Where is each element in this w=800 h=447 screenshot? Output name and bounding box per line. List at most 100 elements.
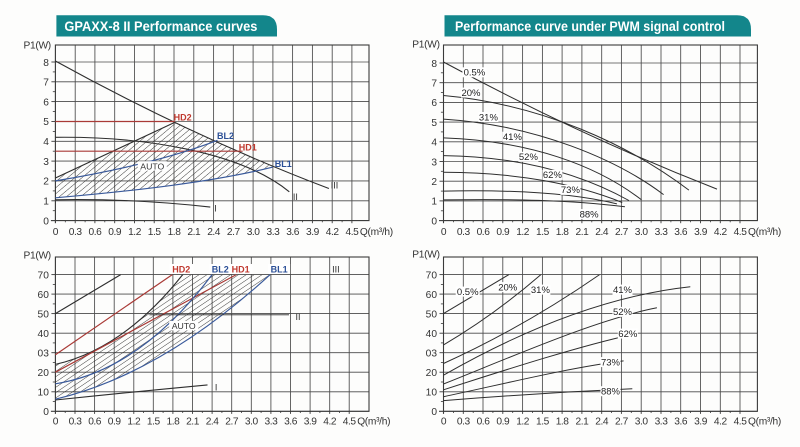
svg-text:10: 10 xyxy=(38,388,50,399)
svg-text:6: 6 xyxy=(431,98,437,109)
svg-text:3.0: 3.0 xyxy=(245,417,259,428)
svg-text:20: 20 xyxy=(38,368,50,379)
svg-text:P1(W): P1(W) xyxy=(24,40,51,51)
svg-text:20%: 20% xyxy=(498,282,518,293)
svg-text:4: 4 xyxy=(43,137,49,148)
svg-text:8: 8 xyxy=(431,59,437,70)
svg-text:0: 0 xyxy=(43,216,49,227)
svg-text:0.5%: 0.5% xyxy=(457,287,479,298)
svg-text:1.2: 1.2 xyxy=(516,227,530,238)
svg-text:3.6: 3.6 xyxy=(674,417,688,428)
svg-text:60: 60 xyxy=(38,290,50,301)
svg-text:0.6: 0.6 xyxy=(88,227,102,238)
svg-text:1.2: 1.2 xyxy=(128,227,142,238)
svg-text:0.3: 0.3 xyxy=(457,227,471,238)
svg-text:31%: 31% xyxy=(531,285,551,296)
svg-text:III: III xyxy=(332,264,340,274)
svg-text:4.2: 4.2 xyxy=(323,417,337,428)
svg-text:3.3: 3.3 xyxy=(266,227,280,238)
svg-text:03: 03 xyxy=(426,349,438,360)
svg-text:4.2: 4.2 xyxy=(714,227,728,238)
svg-text:1: 1 xyxy=(43,197,49,208)
svg-text:1.8: 1.8 xyxy=(168,227,182,238)
svg-text:AUTO: AUTO xyxy=(140,161,164,171)
svg-text:1.8: 1.8 xyxy=(556,417,570,428)
svg-text:40: 40 xyxy=(38,329,50,340)
svg-text:7: 7 xyxy=(431,79,437,90)
svg-text:20%: 20% xyxy=(461,88,481,99)
svg-text:2.1: 2.1 xyxy=(575,417,589,428)
svg-text:2.4: 2.4 xyxy=(595,417,609,428)
svg-text:4.2: 4.2 xyxy=(714,417,728,428)
svg-text:0.9: 0.9 xyxy=(496,417,510,428)
svg-text:40: 40 xyxy=(426,329,438,340)
svg-text:0: 0 xyxy=(431,216,437,227)
svg-text:II: II xyxy=(296,312,301,322)
svg-text:GPAXX-8 II Performance curves: GPAXX-8 II Performance curves xyxy=(64,19,257,34)
svg-text:2.1: 2.1 xyxy=(187,227,201,238)
svg-text:1.2: 1.2 xyxy=(516,417,530,428)
svg-text:HD2: HD2 xyxy=(172,264,190,274)
svg-text:1.2: 1.2 xyxy=(127,417,141,428)
svg-text:5: 5 xyxy=(431,118,437,129)
svg-text:3.9: 3.9 xyxy=(304,417,318,428)
svg-text:50: 50 xyxy=(38,309,50,320)
svg-text:4.5: 4.5 xyxy=(343,417,357,428)
svg-text:4.5: 4.5 xyxy=(734,417,748,428)
svg-text:0: 0 xyxy=(441,227,447,238)
svg-text:7: 7 xyxy=(43,78,49,89)
svg-text:62%: 62% xyxy=(543,170,563,181)
svg-text:3.0: 3.0 xyxy=(635,227,649,238)
svg-text:0: 0 xyxy=(431,407,437,418)
svg-text:0: 0 xyxy=(441,417,447,428)
svg-text:70: 70 xyxy=(38,270,50,281)
svg-text:Q(m³/h): Q(m³/h) xyxy=(748,227,781,238)
svg-text:88%: 88% xyxy=(601,387,621,398)
svg-text:HD2: HD2 xyxy=(174,113,192,123)
svg-text:3.6: 3.6 xyxy=(284,417,298,428)
svg-text:0.6: 0.6 xyxy=(88,417,102,428)
svg-text:P1(W): P1(W) xyxy=(24,250,51,261)
svg-text:AUTO: AUTO xyxy=(172,321,196,331)
svg-text:3.9: 3.9 xyxy=(306,227,320,238)
svg-text:HD1: HD1 xyxy=(232,264,250,274)
svg-text:2: 2 xyxy=(431,177,437,188)
svg-text:0.3: 0.3 xyxy=(69,417,83,428)
svg-text:III: III xyxy=(331,180,339,190)
svg-text:0.5%: 0.5% xyxy=(464,68,486,79)
svg-text:0: 0 xyxy=(53,227,59,238)
svg-text:II: II xyxy=(293,192,298,202)
svg-text:I: I xyxy=(214,203,217,213)
svg-text:31%: 31% xyxy=(479,112,499,123)
svg-text:1: 1 xyxy=(431,197,437,208)
svg-text:0.3: 0.3 xyxy=(457,417,471,428)
svg-text:BL1: BL1 xyxy=(271,264,288,274)
svg-text:20: 20 xyxy=(426,368,438,379)
svg-text:BL2: BL2 xyxy=(217,131,234,141)
svg-text:52%: 52% xyxy=(613,307,633,318)
svg-text:0.9: 0.9 xyxy=(108,417,122,428)
svg-text:P1(W): P1(W) xyxy=(412,39,439,50)
svg-text:Q(m³/h): Q(m³/h) xyxy=(360,227,393,238)
svg-text:0.6: 0.6 xyxy=(477,227,491,238)
svg-text:41%: 41% xyxy=(503,132,523,143)
svg-text:62%: 62% xyxy=(618,329,638,340)
svg-text:I: I xyxy=(215,382,218,392)
svg-text:Performance curve under PWM si: Performance curve under PWM signal contr… xyxy=(455,19,725,34)
svg-text:3.9: 3.9 xyxy=(694,417,708,428)
svg-text:2.7: 2.7 xyxy=(615,227,629,238)
svg-text:2.7: 2.7 xyxy=(615,417,629,428)
svg-text:3.3: 3.3 xyxy=(264,417,278,428)
svg-text:3.3: 3.3 xyxy=(655,227,669,238)
svg-text:2.1: 2.1 xyxy=(186,417,200,428)
svg-text:1.8: 1.8 xyxy=(166,417,180,428)
svg-text:3.9: 3.9 xyxy=(694,227,708,238)
svg-text:1.5: 1.5 xyxy=(536,227,550,238)
svg-text:3.0: 3.0 xyxy=(247,227,261,238)
svg-text:73%: 73% xyxy=(601,357,621,368)
svg-text:2.7: 2.7 xyxy=(225,417,239,428)
svg-text:BL1: BL1 xyxy=(275,159,292,169)
svg-text:BL2: BL2 xyxy=(212,264,229,274)
svg-text:0: 0 xyxy=(43,407,49,418)
svg-text:2.4: 2.4 xyxy=(595,227,609,238)
